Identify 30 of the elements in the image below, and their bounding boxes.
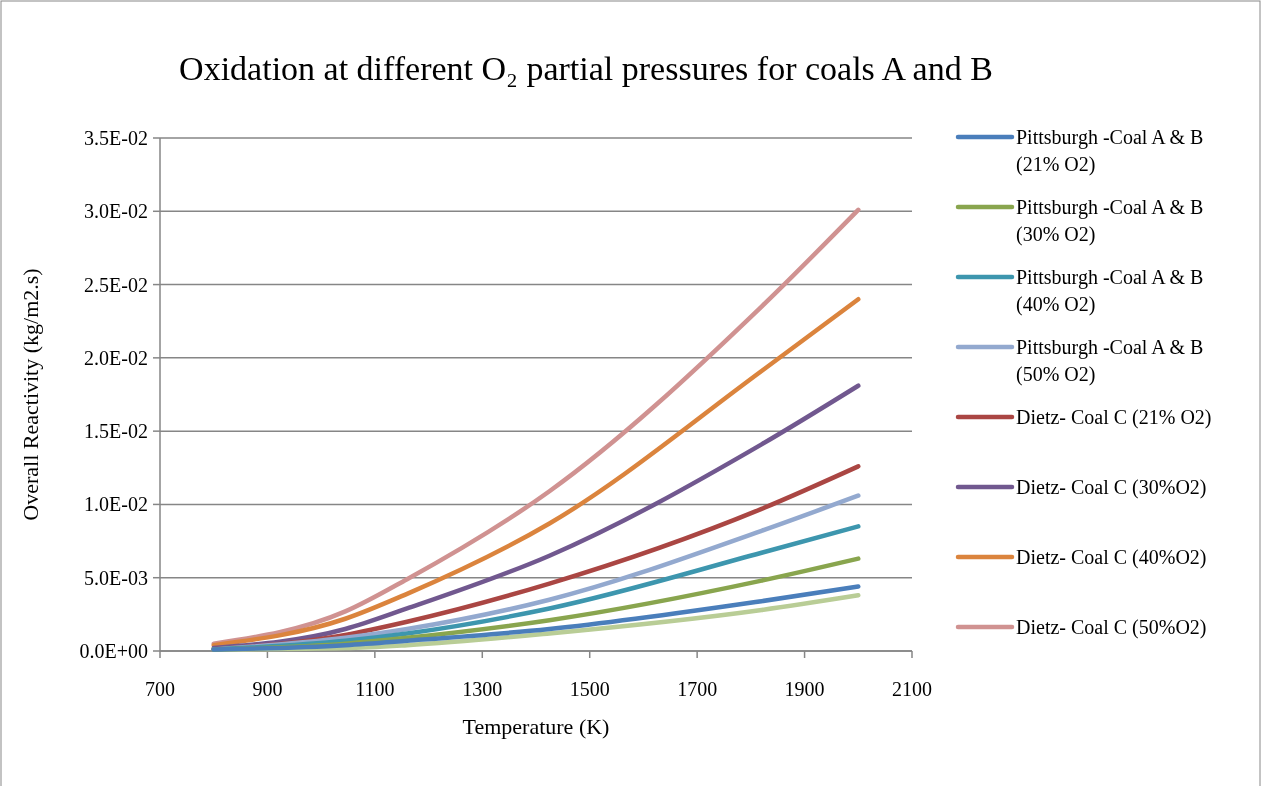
y-tick-label: 0.0E+00: [79, 640, 148, 662]
y-tick-label: 1.0E-02: [84, 493, 148, 516]
legend-label: Dietz- Coal C (40%O2): [1016, 546, 1207, 569]
x-tick-label: 2100: [892, 678, 932, 700]
legend-label: Pittsburgh -Coal A & B (30% O2): [1016, 196, 1204, 246]
y-tick-label: 3.0E-02: [84, 200, 148, 223]
y-tick-label: 5.0E-03: [84, 566, 148, 589]
x-tick-label: 700: [145, 678, 175, 700]
line-series: [211, 207, 861, 646]
x-tick-label: 1300: [462, 678, 503, 700]
y-tick-label: 3.5E-02: [84, 127, 148, 149]
legend-label: Pittsburgh -Coal A & B (21% O2): [1016, 126, 1204, 176]
x-tick-label: 1900: [784, 678, 825, 700]
legend-label: Pittsburgh -Coal A & B (50% O2): [1016, 336, 1204, 386]
legend-label: Dietz- Coal C (21% O2): [1016, 406, 1212, 429]
chart-title: Oxidation at different O₂ partial pressures for coals A and B: [179, 50, 993, 87]
y-tick-label: 2.5E-02: [84, 273, 148, 296]
x-tick-label: 1100: [355, 678, 395, 700]
x-axis-title: Temperature (K): [462, 714, 610, 739]
y-tick-label: 2.0E-02: [84, 346, 148, 369]
legend-label: Dietz- Coal C (50%O2): [1016, 616, 1207, 639]
x-tick-label: 1700: [677, 678, 718, 700]
y-axis-title: Overall Reactivity (kg/m2.s): [18, 268, 43, 521]
line-series: [211, 296, 861, 648]
x-tick-label: 900: [252, 678, 283, 700]
y-tick-label: 1.5E-02: [84, 420, 148, 443]
legend-label: Pittsburgh -Coal A & B (40% O2): [1016, 266, 1204, 316]
line-series: [211, 383, 861, 651]
x-tick-label: 1500: [569, 678, 610, 700]
legend-label: Dietz- Coal C (30%O2): [1016, 476, 1207, 499]
